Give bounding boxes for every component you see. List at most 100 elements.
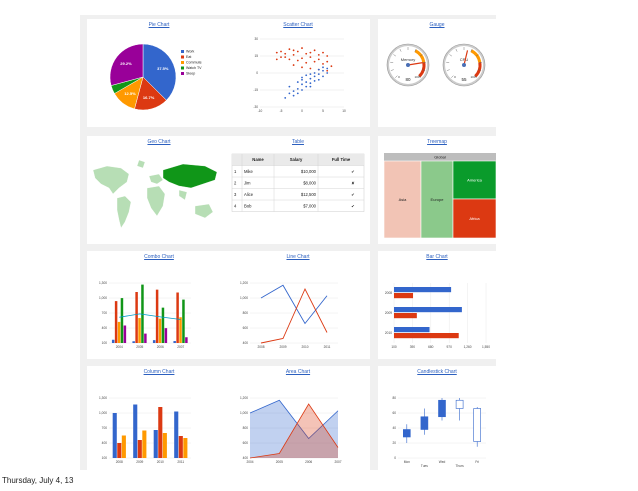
column-chart-title[interactable]: Column Chart	[143, 369, 175, 375]
line-chart-title[interactable]: Line Chart	[286, 254, 310, 260]
column-bar	[153, 430, 158, 458]
line-chart: 1,200 1,000 800 600 400 2008 2009 2010 2011	[240, 281, 338, 349]
scatter-point	[275, 51, 278, 54]
scatter-chart-title[interactable]: Scatter Chart	[283, 22, 313, 28]
combo-bar	[111, 339, 115, 343]
scatter-point	[309, 56, 312, 59]
table-cell: $12,500	[301, 192, 317, 197]
gauge-value: 80	[405, 77, 411, 82]
y-tick-label: 60	[392, 411, 396, 415]
table-header-cell: Name	[252, 157, 264, 162]
table-cell: Mike	[244, 169, 254, 174]
combo-bar	[132, 341, 135, 343]
gauge-title[interactable]: Gauge	[429, 22, 445, 28]
table-cell: Jim	[244, 180, 251, 185]
y-tick-label: 1,000	[240, 296, 248, 300]
column-bar	[158, 407, 163, 458]
hbar	[394, 333, 459, 339]
pie-slice-label: 16.7%	[143, 95, 155, 100]
x-tick-label: 2007	[334, 460, 341, 464]
scatter-point	[317, 73, 320, 76]
x-tick-label: 10	[342, 109, 346, 113]
pie-slice-label: 12.5%	[124, 91, 136, 96]
greenland-shape	[136, 159, 146, 169]
treemap-node-label: America	[467, 178, 482, 183]
legend-label: Watch TV	[186, 66, 202, 70]
table-title[interactable]: Table	[292, 139, 304, 145]
y-tick-label: 15	[254, 54, 258, 58]
gauge-hub	[462, 63, 466, 67]
x-tick-label: Wed	[439, 460, 446, 464]
table-cell: 1	[234, 169, 237, 174]
x-tick-label: Fri	[475, 460, 479, 464]
column-chart-card: 1,300 1,000 700 400 100 2008 2009 2010 2011 Colu…	[87, 366, 231, 474]
gauge-tick	[451, 75, 454, 78]
table-cell: 2	[234, 180, 237, 185]
x-tick-label: 970	[447, 345, 453, 349]
scatter-chart: 30 15 0 -15 -30-10 -5 0 5 10	[253, 37, 346, 113]
combo-bar	[158, 318, 162, 343]
treemap-node	[452, 198, 496, 239]
candle-body	[438, 399, 446, 418]
area-fill	[250, 404, 338, 458]
pie-slice	[109, 43, 144, 86]
candle-body	[473, 408, 481, 442]
treemap-node-label: Asia	[399, 197, 408, 202]
line-chart-card: 1,200 1,000 800 600 400 2008 2009 2010 2011 Line…	[226, 251, 370, 359]
area-chart-title[interactable]: Area Chart	[285, 369, 311, 375]
combo-bar	[138, 318, 141, 343]
hbar	[394, 293, 414, 299]
table-cell: ✔	[351, 203, 355, 208]
column-bar	[112, 413, 117, 458]
y-tick-label: 2008	[385, 291, 392, 295]
bar-chart-title[interactable]: Bar Chart	[426, 254, 448, 260]
y-tick-label: 1,200	[240, 396, 248, 400]
scatter-point	[313, 80, 316, 82]
gauge-tick	[449, 54, 452, 57]
gauge-tick	[418, 75, 421, 78]
candlestick-chart-title[interactable]: Candlestick Chart	[417, 369, 457, 375]
gauge-tick	[399, 48, 402, 52]
candle-body	[402, 429, 411, 438]
x-tick-label: 2010	[301, 345, 308, 349]
pie-slice-label: 29.2%	[120, 61, 132, 66]
table-cell: $7,000	[303, 203, 316, 208]
y-tick-label: -30	[253, 105, 258, 109]
legend-swatch	[181, 66, 184, 70]
x-tick-label: 2011	[324, 345, 331, 349]
y-tick-label: 20	[392, 441, 396, 445]
scatter-point	[326, 60, 329, 63]
table-cell: 4	[234, 203, 237, 208]
europe-shape	[148, 173, 164, 185]
x-tick-label: 2008	[116, 460, 123, 464]
treemap-node-label: Europe	[431, 197, 445, 202]
gauge-tick	[446, 69, 450, 71]
scatter-point	[309, 77, 312, 80]
combo-chart-title[interactable]: Combo Chart	[144, 254, 174, 260]
scatter-point	[288, 58, 291, 61]
treemap-title[interactable]: Treemap	[427, 139, 447, 145]
y-tick-label: 800	[243, 426, 249, 430]
column-bar	[162, 433, 167, 458]
y-tick-label: 400	[102, 326, 108, 330]
x-tick-label: Tues	[421, 464, 428, 468]
combo-bar	[173, 341, 176, 343]
scatter-point	[322, 51, 324, 54]
hbar	[394, 313, 417, 319]
geo-chart-title[interactable]: Geo Chart	[147, 139, 171, 145]
combo-average-line	[119, 313, 181, 320]
column-bar	[121, 435, 126, 458]
scatter-point	[305, 85, 308, 88]
y-tick-label: 400	[102, 441, 108, 445]
y-tick-label: 400	[243, 341, 249, 345]
y-tick-label: 2009	[385, 311, 392, 315]
pie-chart-title[interactable]: Pie Chart	[148, 22, 170, 28]
asia-shape	[162, 163, 218, 189]
combo-bar	[123, 325, 127, 343]
scatter-point	[288, 92, 291, 95]
gauge-max-label: 100	[414, 75, 419, 79]
scatter-point	[305, 81, 308, 83]
scatter-point	[317, 53, 320, 56]
y-tick-label: 1,000	[99, 411, 107, 415]
y-tick-label: 0	[256, 71, 258, 75]
